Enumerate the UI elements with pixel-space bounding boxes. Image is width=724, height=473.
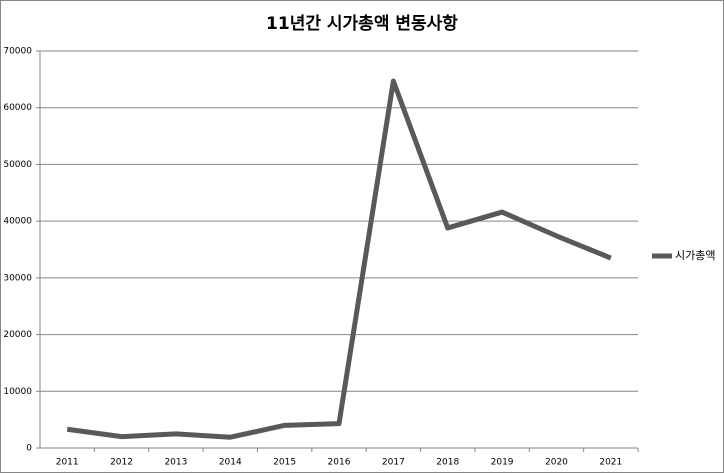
x-tick-label: 2018 bbox=[436, 458, 459, 468]
y-tick-label: 40000 bbox=[3, 217, 32, 227]
y-tick-label: 20000 bbox=[3, 330, 32, 340]
line-series bbox=[66, 78, 612, 440]
legend-label: 시가총액 bbox=[675, 249, 715, 262]
x-tick-label: 2012 bbox=[110, 458, 133, 468]
x-tick-label: 2020 bbox=[545, 458, 568, 468]
chart-title: 11년간 시가총액 변동사항 bbox=[266, 13, 458, 34]
x-tick-label: 2014 bbox=[219, 458, 242, 468]
y-tick-label: 50000 bbox=[3, 160, 32, 170]
y-tick-label: 10000 bbox=[3, 387, 32, 397]
x-tick-label: 2021 bbox=[599, 458, 622, 468]
y-tick-label: 70000 bbox=[3, 47, 32, 57]
y-tick-label: 60000 bbox=[3, 103, 32, 113]
x-tick-label: 2019 bbox=[491, 458, 514, 468]
y-tick-label: 0 bbox=[26, 444, 32, 454]
x-tick-label: 2015 bbox=[273, 458, 296, 468]
x-tick-label: 2017 bbox=[382, 458, 405, 468]
y-tick-label: 30000 bbox=[3, 273, 32, 283]
x-tick-label: 2013 bbox=[164, 458, 187, 468]
x-tick-label: 2011 bbox=[56, 458, 79, 468]
x-tick-label: 2016 bbox=[328, 458, 351, 468]
